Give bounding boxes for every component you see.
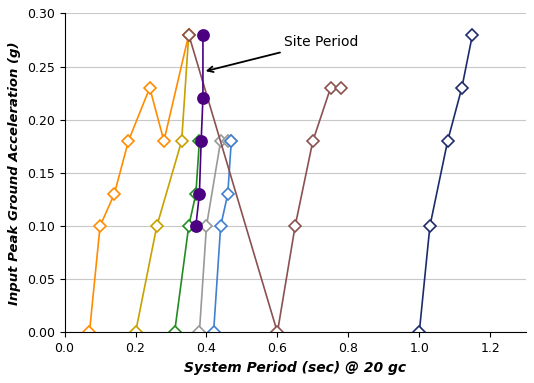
Y-axis label: Input Peak Ground Acceleration (g): Input Peak Ground Acceleration (g) — [9, 41, 21, 304]
X-axis label: System Period (sec) @ 20 gc: System Period (sec) @ 20 gc — [184, 361, 406, 375]
Text: Site Period: Site Period — [208, 35, 359, 72]
